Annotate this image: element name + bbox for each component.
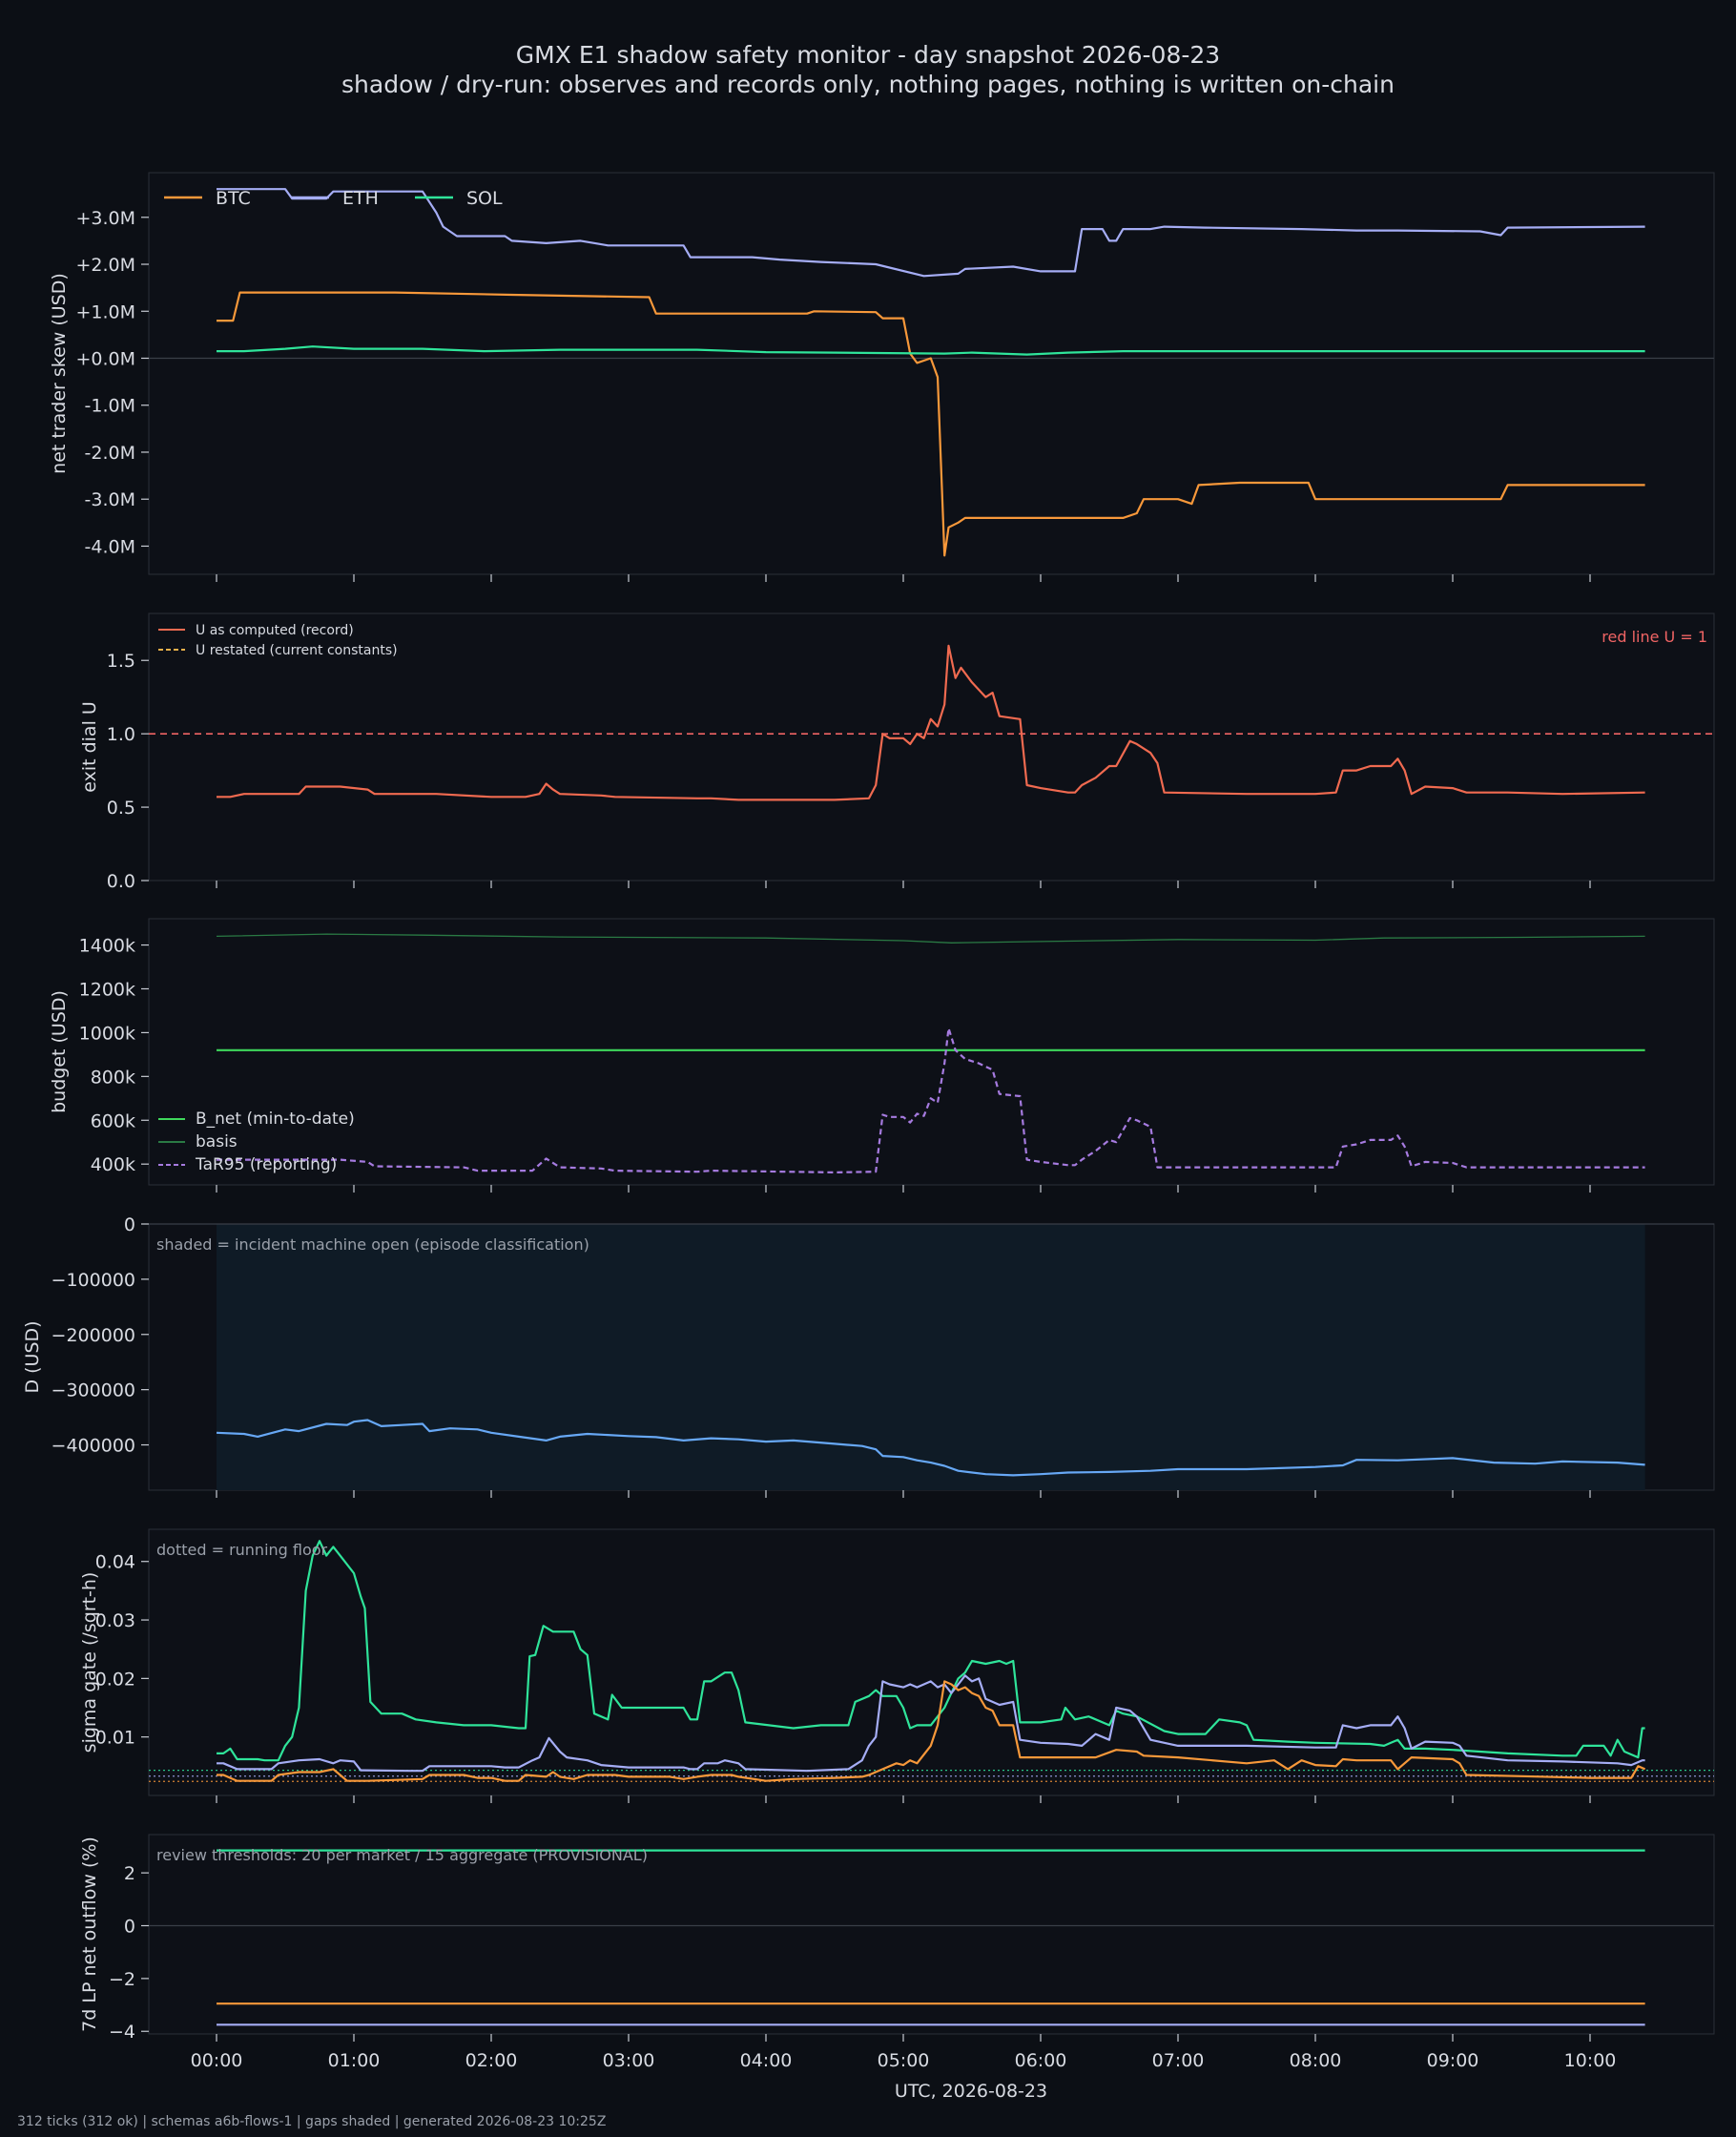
- y-tick-label: 0.03: [95, 1610, 135, 1631]
- legend-label: BTC: [216, 188, 251, 209]
- y-tick-label: 0.04: [95, 1552, 135, 1573]
- series-line-d: [216, 1419, 1645, 1477]
- y-tick-label: 600k: [91, 1110, 135, 1131]
- panel-skew-frame: [148, 172, 1715, 575]
- figure-title: GMX E1 shadow safety monitor - day snaps…: [516, 41, 1220, 69]
- x-tick-label: 05:00: [878, 2050, 930, 2071]
- y-tick-label: 0: [124, 1917, 135, 1938]
- y-tick-label: 0: [124, 1214, 135, 1235]
- x-tick-label: 07:00: [1152, 2050, 1205, 2071]
- panel-d: 0 −100000 −200000 −300000 −400000 D (USD) shad…: [22, 1214, 1715, 1498]
- series-line-tar95-reporting-: [217, 1027, 1645, 1173]
- legend-label: U restated (current constants): [196, 643, 398, 658]
- y-tick-label: 2: [124, 1863, 135, 1884]
- panel-u: 0.0 0.5 1.0 1.5 exit dial U red line U = 1 U a…: [79, 612, 1715, 892]
- series-line-eth: [217, 1674, 1645, 1773]
- y-tick-label: +2.0M: [75, 255, 135, 276]
- x-tick-label: 08:00: [1290, 2050, 1342, 2071]
- x-tick-label: 06:00: [1015, 2050, 1067, 2071]
- figure-subtitle: shadow / dry-run: observes and records o…: [341, 71, 1395, 98]
- series-line-eth: [217, 188, 1645, 278]
- y-tick-label: -2.0M: [85, 443, 135, 464]
- y-tick-label: -3.0M: [85, 489, 135, 510]
- series-line-u-as-computed-record-: [217, 644, 1645, 801]
- x-tick-label: 00:00: [191, 2050, 243, 2071]
- panel-annotation: dotted = running floor: [156, 1541, 328, 1559]
- series-line-sol: [217, 345, 1645, 356]
- series-line-btc: [217, 1680, 1646, 1782]
- panel-budget: 400k 600k 800k 1000k 1200k 1400k budget (USD) B…: [49, 918, 1715, 1193]
- series-line-sol: [217, 1540, 1645, 1762]
- legend-label: U as computed (record): [196, 623, 354, 638]
- y-tick-label: +0.0M: [75, 348, 135, 369]
- x-axis-label: UTC, 2026-08-23: [895, 2081, 1047, 2102]
- y-tick-label: -4.0M: [85, 536, 135, 557]
- panel-sigma-frame: [148, 1528, 1715, 1796]
- y-tick-label: -1.0M: [85, 396, 135, 417]
- y-tick-label: 0.5: [107, 798, 135, 819]
- y-tick-label: 0.02: [95, 1669, 135, 1690]
- y-tick-label: −4: [109, 2022, 135, 2043]
- y-tick-label: 1400k: [79, 936, 135, 957]
- y-axis-label: D (USD): [22, 1320, 43, 1393]
- y-tick-label: 0.01: [95, 1728, 135, 1749]
- x-tick-label: 02:00: [465, 2050, 518, 2071]
- y-tick-label: 400k: [91, 1154, 135, 1175]
- y-tick-label: 1.0: [107, 724, 135, 745]
- series-line-btc: [217, 291, 1645, 557]
- y-tick-label: 1.5: [107, 651, 135, 672]
- panel-lp: −4 −2 0 2 7d LP net outflow (%) 00:00 01:00 02:…: [79, 1834, 1715, 2102]
- y-tick-label: −400000: [52, 1436, 135, 1457]
- y-axis-label: exit dial U: [79, 701, 100, 793]
- y-tick-label: 1200k: [79, 979, 135, 1000]
- panel-lp-frame: [148, 1834, 1715, 2035]
- y-tick-label: −200000: [52, 1325, 135, 1346]
- x-tick-label: 01:00: [328, 2050, 381, 2071]
- y-axis-label: net trader skew (USD): [49, 273, 70, 474]
- legend-label: TaR95 (reporting): [195, 1155, 337, 1174]
- panel-annotation: shaded = incident machine open (episode …: [156, 1235, 589, 1254]
- y-tick-label: 0.0: [107, 871, 135, 892]
- y-axis-label: budget (USD): [49, 990, 70, 1113]
- panel-skew: +3.0M +2.0M +1.0M +0.0M -1.0M -2.0M -3.0M -4.0M…: [49, 172, 1715, 582]
- y-tick-label: −2: [109, 1969, 135, 1990]
- y-tick-label: +1.0M: [75, 301, 135, 322]
- x-tick-label: 03:00: [603, 2050, 655, 2071]
- panel-budget-frame: [148, 918, 1715, 1186]
- y-tick-label: +3.0M: [75, 208, 135, 229]
- series-line-basis: [216, 933, 1645, 944]
- figure-footer: 312 ticks (312 ok) | schemas a6b-flows-1…: [17, 2114, 606, 2129]
- panel-u-frame: [148, 612, 1715, 882]
- y-axis-label: sigma gate (/sqrt-h): [79, 1572, 100, 1753]
- incident-shade: [217, 1224, 1645, 1490]
- panel-annotation: red line U = 1: [1602, 628, 1707, 646]
- x-tick-label: 10:00: [1564, 2050, 1617, 2071]
- y-tick-label: −300000: [52, 1380, 135, 1401]
- y-tick-label: 1000k: [79, 1023, 135, 1044]
- x-tick-label: 09:00: [1427, 2050, 1479, 2071]
- legend-label: SOL: [466, 188, 503, 209]
- legend-label: B_net (min-to-date): [196, 1110, 355, 1129]
- chart-panels: +3.0M +2.0M +1.0M +0.0M -1.0M -2.0M -3.0M -4.0M…: [22, 172, 1715, 2102]
- panel-annotation: review thresholds: 20 per market / 15 ag…: [156, 1846, 648, 1864]
- legend-label: basis: [196, 1132, 238, 1151]
- x-tick-label: 04:00: [740, 2050, 793, 2071]
- y-tick-label: 800k: [91, 1067, 135, 1088]
- y-tick-label: −100000: [52, 1270, 135, 1291]
- legend-label: ETH: [342, 188, 379, 209]
- y-axis-label: 7d LP net outflow (%): [79, 1836, 100, 2032]
